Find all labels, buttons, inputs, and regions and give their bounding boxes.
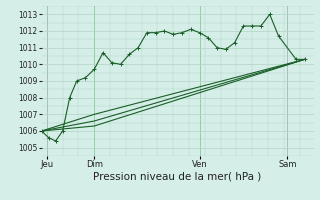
- X-axis label: Pression niveau de la mer( hPa ): Pression niveau de la mer( hPa ): [93, 172, 262, 182]
